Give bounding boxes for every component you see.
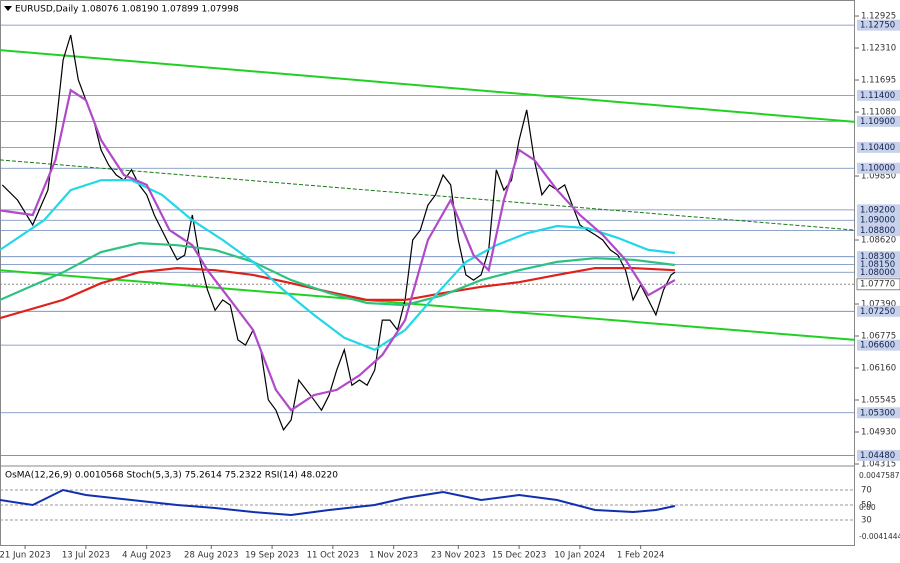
indicator-level-label: 70 <box>861 485 872 495</box>
indicator-title: OsMA(12,26,9) 0.0010568 Stoch(5,3,3) 75.… <box>5 471 338 481</box>
level-label-box <box>857 266 900 278</box>
level-label-box <box>857 19 900 31</box>
x-tick-label: 10 Jan 2024 <box>554 551 605 561</box>
plot-frame <box>0 0 855 546</box>
level-label: 1.08150 <box>860 260 895 270</box>
moving-average <box>0 88 676 412</box>
x-tick-label: 23 Nov 2023 <box>431 551 485 561</box>
trend-line <box>0 159 856 231</box>
current-label: 1.07770 <box>860 280 895 290</box>
level-label: 1.09000 <box>860 216 895 226</box>
y-tick-label: 1.06775 <box>861 332 896 342</box>
level-label: 1.10000 <box>860 164 895 174</box>
price-line <box>1 34 676 432</box>
y-tick-label: 1.06160 <box>861 364 896 374</box>
level-label: 1.11400 <box>860 91 895 101</box>
level-label: 1.06600 <box>860 341 895 351</box>
level-label-box <box>857 449 900 461</box>
chart-title: EURUSD,Daily 1.08076 1.08190 1.07899 1.0… <box>15 5 239 15</box>
x-tick-label: 1 Nov 2023 <box>369 551 418 561</box>
y-tick-label: 1.12310 <box>861 44 896 54</box>
trend-line <box>0 49 856 123</box>
level-label-box <box>857 204 900 216</box>
moving-average <box>0 179 676 352</box>
x-tick-label: 15 Dec 2023 <box>492 551 546 561</box>
menu-icon[interactable] <box>4 6 12 11</box>
moving-average <box>0 266 675 320</box>
level-label: 1.12750 <box>860 21 895 31</box>
indicator-scale-label: 0.00 <box>859 503 876 512</box>
level-label: 1.07250 <box>860 307 895 317</box>
level-label-box <box>857 214 900 226</box>
level-label-box <box>857 258 900 270</box>
level-label-box <box>857 89 900 101</box>
x-tick-label: 13 Jul 2023 <box>62 551 110 561</box>
current-label-box <box>856 278 900 291</box>
indicator-level-label: 30 <box>861 516 872 526</box>
level-label: 1.08300 <box>860 252 895 262</box>
level-label-box <box>857 305 900 317</box>
level-label-box <box>857 141 900 153</box>
y-tick-label: 1.11080 <box>861 108 896 118</box>
x-tick-label: 19 Sep 2023 <box>245 551 299 561</box>
level-label: 1.09200 <box>860 205 895 215</box>
level-label-box <box>857 339 900 351</box>
indicator-scale-label: -0.0041444 <box>859 532 900 541</box>
level-label: 1.08800 <box>860 226 895 236</box>
x-tick-label: 21 Jun 2023 <box>0 551 51 561</box>
level-label: 1.08000 <box>860 268 895 278</box>
indicator-scale-label: 0.0047587 <box>859 471 900 480</box>
y-tick-label: 1.04930 <box>861 428 896 438</box>
level-label-box <box>857 407 900 419</box>
y-tick-label: 1.05545 <box>861 396 896 406</box>
x-tick-label: 28 Aug 2023 <box>184 551 238 561</box>
level-label: 1.10400 <box>860 143 895 153</box>
y-tick-label: 1.08620 <box>861 236 896 246</box>
level-label-box <box>857 225 900 237</box>
level-label: 1.05300 <box>860 408 895 418</box>
y-tick-label: 1.12925 <box>861 12 896 22</box>
y-tick-label: 1.11695 <box>861 76 896 86</box>
level-label: 1.04480 <box>860 451 895 461</box>
level-label-box <box>857 251 900 263</box>
y-tick-label: 1.04315 <box>861 460 896 470</box>
x-tick-label: 11 Oct 2023 <box>307 551 360 561</box>
level-label: 1.10900 <box>860 117 895 127</box>
x-tick-label: 4 Aug 2023 <box>122 551 171 561</box>
level-label-box <box>857 162 900 174</box>
indicator-level-label: 50 <box>861 500 872 510</box>
moving-average <box>0 241 676 307</box>
level-label-box <box>857 115 900 127</box>
rsi-line <box>0 488 676 517</box>
x-tick-label: 1 Feb 2024 <box>617 551 665 561</box>
y-tick-label: 1.09850 <box>861 172 896 182</box>
y-tick-label: 1.07390 <box>861 300 896 310</box>
